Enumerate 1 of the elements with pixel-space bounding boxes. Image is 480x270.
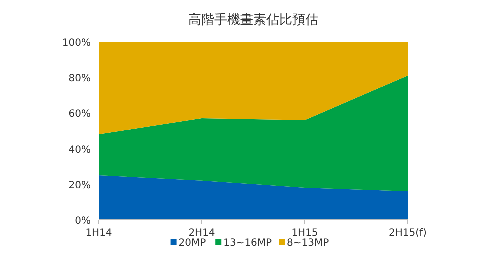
title: 高階手機畫素佔比預估 bbox=[188, 13, 318, 28]
